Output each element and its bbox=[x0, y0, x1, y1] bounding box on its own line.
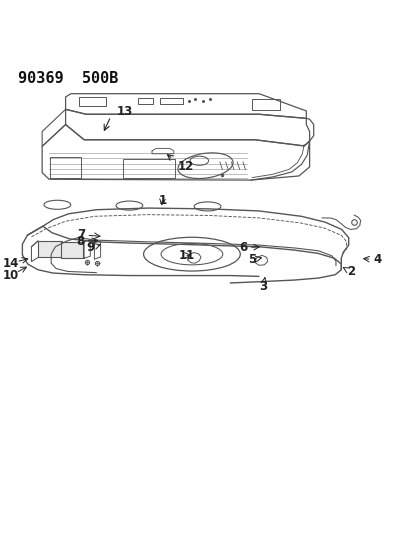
Text: 8: 8 bbox=[76, 235, 84, 248]
Text: 6: 6 bbox=[239, 241, 247, 254]
Bar bbox=[160, 98, 183, 104]
Text: 9: 9 bbox=[86, 241, 94, 254]
Bar bbox=[50, 157, 81, 178]
Text: 7: 7 bbox=[76, 228, 85, 241]
Text: 14: 14 bbox=[2, 257, 19, 270]
Text: 13: 13 bbox=[117, 106, 133, 118]
Bar bbox=[79, 97, 106, 106]
Text: 12: 12 bbox=[178, 160, 194, 173]
Text: 3: 3 bbox=[259, 280, 266, 293]
Bar bbox=[38, 241, 62, 257]
Text: 10: 10 bbox=[3, 269, 19, 282]
Text: 5: 5 bbox=[247, 253, 256, 266]
Text: 1: 1 bbox=[158, 194, 166, 207]
Bar bbox=[137, 98, 153, 104]
Text: 2: 2 bbox=[346, 265, 354, 278]
Text: 90369  500B: 90369 500B bbox=[18, 71, 119, 86]
Bar bbox=[123, 159, 174, 177]
Bar bbox=[252, 100, 279, 110]
Text: 11: 11 bbox=[178, 249, 195, 262]
Bar bbox=[62, 242, 83, 259]
Text: 4: 4 bbox=[372, 253, 380, 266]
